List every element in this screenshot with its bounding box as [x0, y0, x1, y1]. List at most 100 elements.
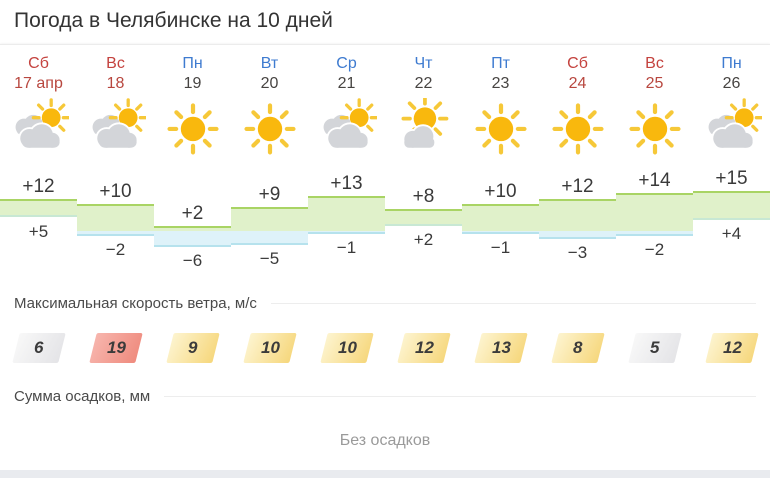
sun-behind-clouds-icon: [86, 97, 148, 163]
day-column-7[interactable]: Пт 23: [462, 54, 539, 95]
day-column-3[interactable]: Пн 19: [154, 54, 231, 95]
wind-cell: 9: [154, 332, 231, 364]
day-date: 20: [260, 75, 279, 92]
wind-row: 6 19 9 10 10 12 13 8 5 12: [0, 332, 770, 364]
forecast-card: Сб 17 апр Вс 18 Пн 19 Вт 20 Ср 21 Чт 22 Пт 23 Сб 24 Вс 25…: [0, 44, 770, 470]
day-column-4[interactable]: Вт 20: [231, 54, 308, 95]
wind-badge-moderate: 10: [242, 333, 297, 363]
day-date: 21: [337, 75, 356, 92]
day-name: Пт: [491, 55, 510, 72]
temp-band-segment-warm: [385, 209, 462, 226]
sun-behind-clouds-icon: [317, 97, 379, 163]
wind-badge-moderate: 10: [319, 333, 374, 363]
day-name: Пн: [182, 55, 203, 72]
weather-icon-cell: [693, 95, 770, 165]
wind-cell: 6: [0, 332, 77, 364]
day-name: Вт: [260, 55, 279, 72]
weather-icon-cell: [77, 95, 154, 165]
day-column-8[interactable]: Сб 24: [539, 54, 616, 95]
wind-value: 12: [722, 338, 741, 357]
temp-low-label: +4: [721, 224, 742, 244]
temp-band-segment-warm: [539, 198, 616, 231]
day-column-10[interactable]: Пн 26: [693, 54, 770, 95]
temp-band-segment-warm: [693, 190, 770, 221]
temp-band-segment-cold: [77, 231, 154, 237]
temp-band-segment-warm: [0, 198, 77, 218]
temp-band-segment-warm: [154, 225, 231, 231]
temp-band-segment-warm: [462, 204, 539, 231]
wind-section-rule: [270, 302, 756, 304]
weather-icon-cell: [231, 95, 308, 165]
sun-behind-clouds-icon: [9, 97, 71, 163]
temp-low-label: +2: [413, 229, 434, 249]
temp-band-segment-cold: [462, 231, 539, 234]
temp-high-label: +10: [484, 181, 517, 202]
weather-icon-cell: [539, 95, 616, 165]
day-column-5[interactable]: Ср 21: [308, 54, 385, 95]
day-name: Чт: [414, 55, 433, 72]
wind-value: 10: [337, 338, 356, 357]
sunny-icon: [625, 98, 685, 163]
day-name: Пн: [721, 55, 742, 72]
wind-cell: 5: [616, 332, 693, 364]
temp-band-segment-warm: [231, 206, 308, 231]
temp-high-label: +14: [638, 170, 671, 192]
wind-cell: 10: [231, 332, 308, 364]
temp-high-label: +12: [22, 175, 55, 197]
precip-section-header: Сумма осадков, мм: [14, 386, 756, 406]
day-date: 25: [645, 75, 664, 92]
day-date: 23: [491, 75, 510, 92]
temp-high-label: +8: [412, 186, 435, 208]
wind-badge-moderate: 8: [550, 333, 605, 363]
wind-badge-moderate: 12: [704, 333, 759, 363]
wind-badge-moderate: 9: [165, 333, 220, 363]
page-title: Погода в Челябинске на 10 дней: [14, 9, 333, 32]
day-name: Вс: [645, 55, 664, 72]
weather-icon-cell: [616, 95, 693, 165]
weather-icons-row: [0, 94, 770, 165]
day-date: 22: [414, 75, 433, 92]
wind-cell: 12: [385, 332, 462, 364]
day-date: 24: [568, 75, 587, 92]
day-column-1[interactable]: Сб 17 апр: [0, 54, 77, 95]
page-background-strip: [0, 470, 770, 478]
wind-cell: 8: [539, 332, 616, 364]
sunny-icon: [240, 98, 300, 163]
sunny-icon: [548, 98, 608, 163]
day-name: Сб: [567, 55, 588, 72]
sun-behind-clouds-icon: [702, 97, 764, 163]
weather-icon-cell: [0, 95, 77, 165]
temp-high-label: +13: [330, 172, 363, 194]
temp-low-label: −3: [567, 243, 588, 263]
day-name: Вс: [106, 55, 125, 72]
temp-high-label: +10: [99, 181, 132, 202]
precip-section-rule: [164, 395, 756, 397]
widget-header: Погода в Челябинске на 10 дней: [0, 0, 770, 44]
day-column-6[interactable]: Чт 22: [385, 54, 462, 95]
temp-band-segment-cold: [308, 231, 385, 234]
day-date: 19: [183, 75, 202, 92]
wind-value: 9: [187, 338, 198, 357]
weather-icon-cell: [462, 95, 539, 165]
temp-low-label: −6: [182, 251, 203, 271]
temp-low-label: −1: [336, 237, 357, 257]
wind-badge-strong: 19: [88, 333, 143, 363]
wind-cell: 19: [77, 332, 154, 364]
wind-value: 19: [106, 338, 125, 357]
wind-badge-calm: 6: [11, 333, 66, 363]
day-column-9[interactable]: Вс 25: [616, 54, 693, 95]
wind-badge-moderate: 13: [473, 333, 528, 363]
sunny-icon: [471, 98, 531, 163]
wind-value: 5: [649, 338, 660, 357]
wind-value: 8: [572, 338, 583, 357]
wind-cell: 13: [462, 332, 539, 364]
temp-low-label: −5: [259, 248, 280, 268]
temp-band-segment-warm: [616, 193, 693, 231]
day-column-2[interactable]: Вс 18: [77, 54, 154, 95]
wind-badge-moderate: 12: [396, 333, 451, 363]
temp-high-label: +9: [258, 183, 281, 205]
temp-band-segment-warm: [77, 204, 154, 231]
temp-low-label: −2: [105, 240, 126, 260]
temp-low-label: −2: [644, 240, 665, 260]
no-precip-text: Без осадков: [339, 432, 431, 449]
